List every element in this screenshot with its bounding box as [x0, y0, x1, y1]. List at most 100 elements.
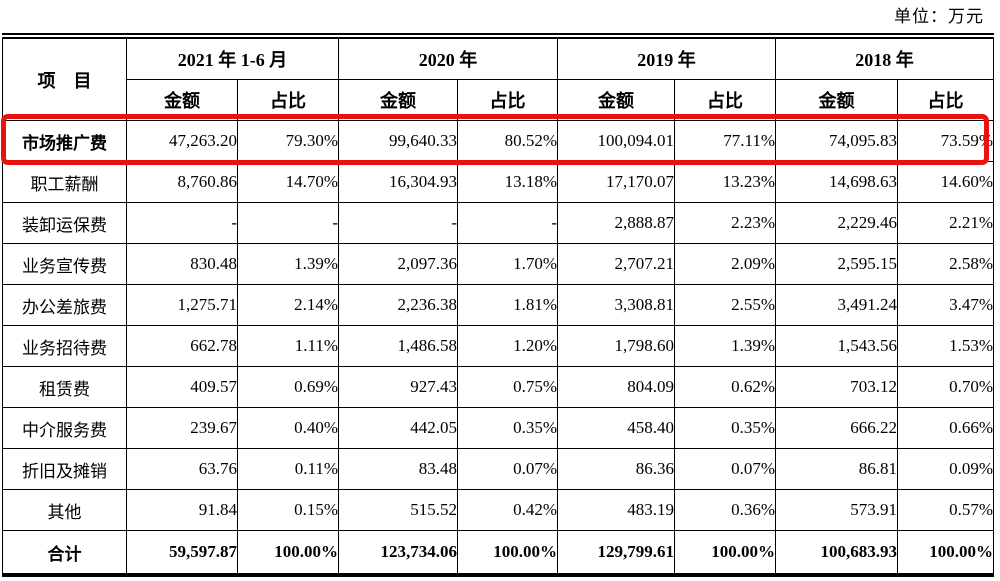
- row-value-cell: 14.60%: [897, 161, 994, 203]
- row-value-cell: 0.75%: [457, 366, 558, 408]
- row-value-cell: -: [338, 202, 458, 244]
- header-row-subcolumns: 金额 占比 金额 占比 金额 占比 金额 占比: [3, 79, 994, 121]
- row-item-label: 其他: [2, 489, 127, 531]
- row-value-cell: 14,698.63: [775, 161, 898, 203]
- row-value-cell: 14.70%: [237, 161, 339, 203]
- row-value-cell: 2.14%: [237, 284, 339, 326]
- column-header-ratio: 占比: [237, 79, 339, 121]
- table-row: 租赁费 409.57 0.69% 927.43 0.75% 804.09 0.6…: [2, 366, 994, 408]
- row-value-cell: 86.81: [775, 448, 898, 490]
- row-value-cell: 73.59%: [897, 120, 994, 162]
- row-value-cell: 100,094.01: [557, 120, 675, 162]
- column-header-amount: 金额: [126, 79, 238, 121]
- row-value-cell: 666.22: [775, 407, 898, 449]
- row-value-cell: 2.55%: [674, 284, 776, 326]
- row-value-cell: 16,304.93: [338, 161, 458, 203]
- row-value-cell: 2.23%: [674, 202, 776, 244]
- table-row: 市场推广费 47,263.20 79.30% 99,640.33 80.52% …: [2, 120, 994, 162]
- table-row: 合计 59,597.87 100.00% 123,734.06 100.00% …: [2, 530, 994, 576]
- row-value-cell: 2,229.46: [775, 202, 898, 244]
- row-value-cell: 483.19: [557, 489, 675, 531]
- row-value-cell: 0.66%: [897, 407, 994, 449]
- row-item-label: 合计: [2, 530, 127, 576]
- row-item-label: 折旧及摊销: [2, 448, 127, 490]
- row-value-cell: 2,595.15: [775, 243, 898, 285]
- row-value-cell: 1.20%: [457, 325, 558, 367]
- column-header-year-2021: 2021 年 1-6 月: [126, 35, 339, 80]
- table-row: 其他 91.84 0.15% 515.52 0.42% 483.19 0.36%…: [2, 489, 994, 531]
- column-header-amount: 金额: [338, 79, 458, 121]
- row-value-cell: 0.36%: [674, 489, 776, 531]
- table-row: 中介服务费 239.67 0.40% 442.05 0.35% 458.40 0…: [2, 407, 994, 449]
- row-item-label: 装卸运保费: [2, 202, 127, 244]
- row-value-cell: 703.12: [775, 366, 898, 408]
- row-item-label: 中介服务费: [2, 407, 127, 449]
- table-row: 折旧及摊销 63.76 0.11% 83.48 0.07% 86.36 0.07…: [2, 448, 994, 490]
- row-value-cell: 0.15%: [237, 489, 339, 531]
- row-value-cell: 830.48: [126, 243, 238, 285]
- row-value-cell: 1.39%: [237, 243, 339, 285]
- table-body: 市场推广费 47,263.20 79.30% 99,640.33 80.52% …: [2, 120, 994, 576]
- row-value-cell: 2,236.38: [338, 284, 458, 326]
- row-value-cell: 0.40%: [237, 407, 339, 449]
- table-row: 办公差旅费 1,275.71 2.14% 2,236.38 1.81% 3,30…: [2, 284, 994, 326]
- column-header-ratio: 占比: [897, 79, 994, 121]
- row-value-cell: 0.07%: [674, 448, 776, 490]
- row-value-cell: 1,543.56: [775, 325, 898, 367]
- row-value-cell: 2,707.21: [557, 243, 675, 285]
- row-value-cell: 573.91: [775, 489, 898, 531]
- column-header-year-2019: 2019 年: [557, 35, 776, 80]
- row-value-cell: 0.70%: [897, 366, 994, 408]
- row-value-cell: 0.69%: [237, 366, 339, 408]
- column-header-amount: 金额: [775, 79, 898, 121]
- row-value-cell: 1.81%: [457, 284, 558, 326]
- row-value-cell: 1,486.58: [338, 325, 458, 367]
- table-row: 业务招待费 662.78 1.11% 1,486.58 1.20% 1,798.…: [2, 325, 994, 367]
- row-value-cell: -: [237, 202, 339, 244]
- row-value-cell: 13.23%: [674, 161, 776, 203]
- column-header-amount: 金额: [557, 79, 675, 121]
- row-value-cell: 91.84: [126, 489, 238, 531]
- row-value-cell: 79.30%: [237, 120, 339, 162]
- row-value-cell: -: [457, 202, 558, 244]
- row-value-cell: 1.11%: [237, 325, 339, 367]
- row-value-cell: 100.00%: [457, 530, 558, 576]
- row-value-cell: 442.05: [338, 407, 458, 449]
- row-item-label: 租赁费: [2, 366, 127, 408]
- row-value-cell: 515.52: [338, 489, 458, 531]
- row-value-cell: 63.76: [126, 448, 238, 490]
- table-row: 业务宣传费 830.48 1.39% 2,097.36 1.70% 2,707.…: [2, 243, 994, 285]
- row-value-cell: 2,097.36: [338, 243, 458, 285]
- row-value-cell: 458.40: [557, 407, 675, 449]
- row-item-label: 办公差旅费: [2, 284, 127, 326]
- row-value-cell: 83.48: [338, 448, 458, 490]
- row-value-cell: 2.09%: [674, 243, 776, 285]
- row-value-cell: 100.00%: [674, 530, 776, 576]
- row-value-cell: 2.21%: [897, 202, 994, 244]
- row-value-cell: 3,491.24: [775, 284, 898, 326]
- row-value-cell: 17,170.07: [557, 161, 675, 203]
- row-value-cell: 2,888.87: [557, 202, 675, 244]
- unit-label: 单位：万元: [894, 7, 984, 26]
- row-value-cell: 927.43: [338, 366, 458, 408]
- row-value-cell: 0.35%: [674, 407, 776, 449]
- row-value-cell: 409.57: [126, 366, 238, 408]
- row-value-cell: 0.07%: [457, 448, 558, 490]
- row-value-cell: 0.62%: [674, 366, 776, 408]
- row-value-cell: 3.47%: [897, 284, 994, 326]
- row-value-cell: 100,683.93: [775, 530, 898, 576]
- expenses-table: 项 目 2021 年 1-6 月 2020 年 2019 年 2018 年 金额…: [2, 33, 994, 577]
- row-value-cell: 662.78: [126, 325, 238, 367]
- row-value-cell: 99,640.33: [338, 120, 458, 162]
- row-value-cell: 1,798.60: [557, 325, 675, 367]
- row-value-cell: 80.52%: [457, 120, 558, 162]
- header-row-years: 项 目 2021 年 1-6 月 2020 年 2019 年 2018 年: [2, 35, 994, 121]
- row-value-cell: 100.00%: [897, 530, 994, 576]
- column-header-ratio: 占比: [674, 79, 776, 121]
- row-value-cell: 0.42%: [457, 489, 558, 531]
- row-value-cell: 59,597.87: [126, 530, 238, 576]
- row-value-cell: -: [126, 202, 238, 244]
- row-value-cell: 129,799.61: [557, 530, 675, 576]
- row-value-cell: 239.67: [126, 407, 238, 449]
